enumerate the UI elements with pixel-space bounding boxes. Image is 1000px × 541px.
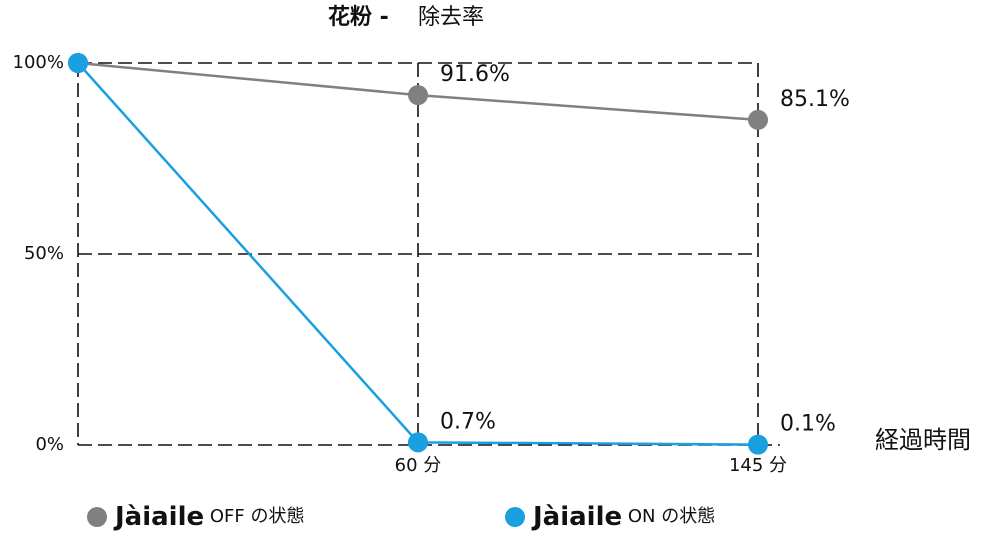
legend-label: Jàiaile OFF の状態 <box>113 502 304 532</box>
data-label: 85.1% <box>780 87 850 112</box>
y-tick-label: 0% <box>35 434 64 455</box>
data-point <box>408 85 428 106</box>
chart-title-highlight: 花粉 - <box>328 4 389 30</box>
data-point <box>68 53 88 73</box>
legend-state: ON の状態 <box>622 506 715 527</box>
data-point <box>748 109 768 130</box>
legend-label: Jàiaile ON の状態 <box>531 502 715 532</box>
y-tick-label: 50% <box>24 243 64 264</box>
legend-brand: Jàiaile <box>113 502 204 532</box>
legend-marker <box>87 507 107 527</box>
x-axis-label: 経過時間 <box>875 426 971 454</box>
legend-state: OFF の状態 <box>204 506 304 527</box>
x-tick-label: 145 分 <box>729 455 787 476</box>
data-point <box>408 432 428 453</box>
data-point <box>748 434 768 455</box>
data-label: 91.6% <box>440 62 510 87</box>
data-label: 0.7% <box>440 409 496 434</box>
y-tick-label: 100% <box>13 52 64 73</box>
legend-brand: Jàiaile <box>531 502 622 532</box>
x-tick-label: 60 分 <box>395 455 442 476</box>
chart-title: 除去率 <box>418 5 484 30</box>
legend-marker <box>505 507 525 527</box>
data-label: 0.1% <box>780 412 836 437</box>
